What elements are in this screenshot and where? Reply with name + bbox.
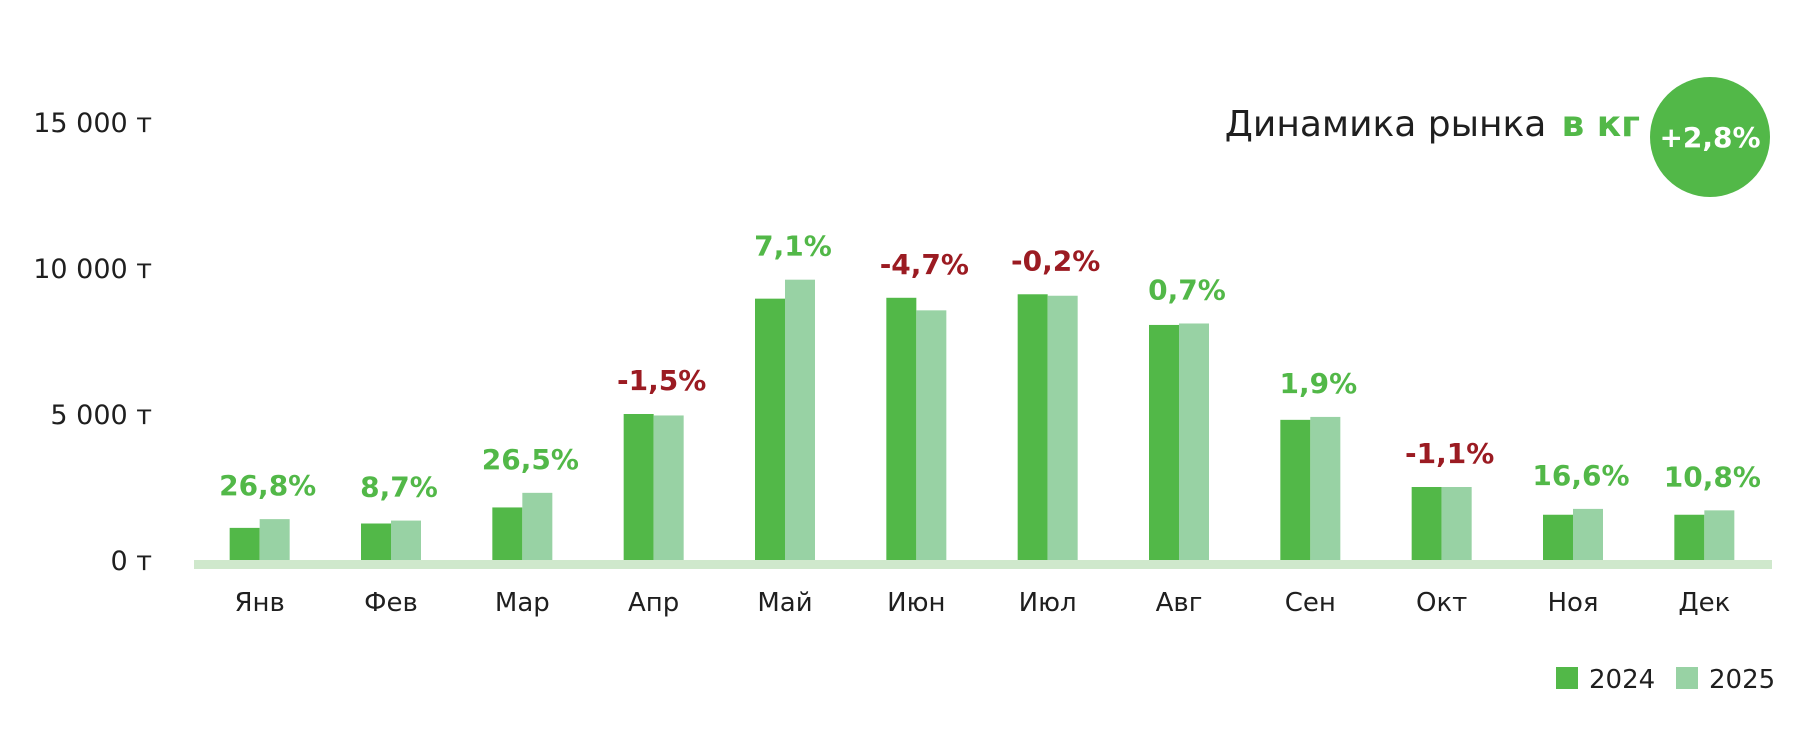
y-axis: 0 т 5 000 т 10 000 т 15 000 т (33, 108, 152, 577)
bar-2025-9 (1310, 416, 1341, 560)
bar-2025-5 (785, 279, 815, 560)
change-label: 1,9% (1280, 367, 1358, 400)
bar-2025-11 (1573, 508, 1603, 560)
bar-2025-2 (391, 520, 421, 560)
bar-2024-9 (1280, 419, 1311, 560)
change-label: -4,7% (880, 248, 969, 281)
legend-swatch-2024 (1556, 667, 1578, 689)
bar-2025-4 (653, 415, 684, 560)
bar-2025-12 (1704, 510, 1735, 560)
bar-2025-6 (916, 310, 947, 560)
x-tick-label: Фев (364, 588, 418, 618)
y-tick-label: 5 000 т (50, 400, 152, 431)
x-tick-label: Авг (1156, 588, 1203, 618)
bar-2024-8 (1149, 324, 1179, 560)
x-tick-label: Июл (1019, 588, 1077, 618)
x-tick-label: Июн (887, 588, 945, 618)
legend: 2024 2025 (1556, 665, 1775, 695)
change-label: -1,1% (1405, 437, 1494, 470)
x-tick-label: Мар (495, 588, 550, 618)
bar-2024-10 (1411, 487, 1442, 560)
svg-text:Динамика рынка в кг: Динамика рынка в кг (1225, 104, 1640, 145)
chart-title-main: Динамика рынка (1225, 104, 1547, 145)
bar-2025-10 (1441, 487, 1472, 560)
bar-2025-3 (522, 492, 553, 560)
change-label: -0,2% (1011, 244, 1100, 277)
bar-2024-12 (1674, 514, 1705, 560)
x-tick-label: Май (757, 588, 812, 618)
bars (229, 279, 1735, 560)
x-tick-label: Янв (234, 588, 284, 618)
bar-2025-8 (1179, 323, 1209, 560)
y-tick-label: 0 т (111, 546, 153, 577)
bar-2024-7 (1017, 294, 1048, 560)
chart-title-accent: в кг (1561, 104, 1640, 145)
chart-title: Динамика рынка в кг (1225, 104, 1640, 145)
change-label: 10,8% (1664, 460, 1761, 493)
change-label: -1,5% (617, 364, 706, 397)
bar-2024-6 (886, 297, 917, 560)
legend-swatch-2025 (1676, 667, 1698, 689)
chart-baseline (194, 560, 1772, 569)
bar-2024-5 (755, 298, 785, 560)
x-tick-label: Дек (1678, 588, 1730, 618)
change-label: 26,5% (482, 443, 579, 476)
legend-label-2024: 2024 (1589, 665, 1655, 695)
bar-2024-4 (623, 414, 654, 560)
x-tick-label: Апр (628, 588, 679, 618)
bar-2024-11 (1543, 514, 1573, 560)
total-change-badge: +2,8% (1650, 77, 1770, 197)
bar-2024-3 (492, 507, 523, 560)
change-label: 26,8% (219, 469, 316, 502)
bar-2024-1 (229, 527, 260, 560)
total-change-circle (1650, 77, 1770, 197)
x-tick-label: Сен (1285, 588, 1336, 618)
change-labels: 26,8% 8,7% 26,5% -1,5% 7,1% -4,7% -0,2% 0,7% 1,9… (219, 230, 1761, 504)
y-tick-label: 10 000 т (33, 254, 152, 285)
legend-label-2025: 2025 (1709, 665, 1775, 695)
bar-2025-1 (259, 519, 290, 560)
change-label: 8,7% (360, 471, 438, 504)
change-label: 7,1% (754, 230, 832, 263)
total-change-value: +2,8% (1659, 121, 1760, 154)
x-tick-label: Ноя (1547, 588, 1598, 618)
bar-2025-7 (1047, 295, 1078, 560)
change-label: 0,7% (1148, 273, 1226, 306)
bar-2024-2 (361, 523, 391, 560)
y-tick-label: 15 000 т (33, 108, 152, 139)
x-tick-label: Окт (1416, 588, 1467, 618)
change-label: 16,6% (1532, 459, 1629, 492)
x-axis: Янв Фев Мар Апр Май Июн Июл Авг Сен Окт Ноя Дек (234, 588, 1730, 618)
